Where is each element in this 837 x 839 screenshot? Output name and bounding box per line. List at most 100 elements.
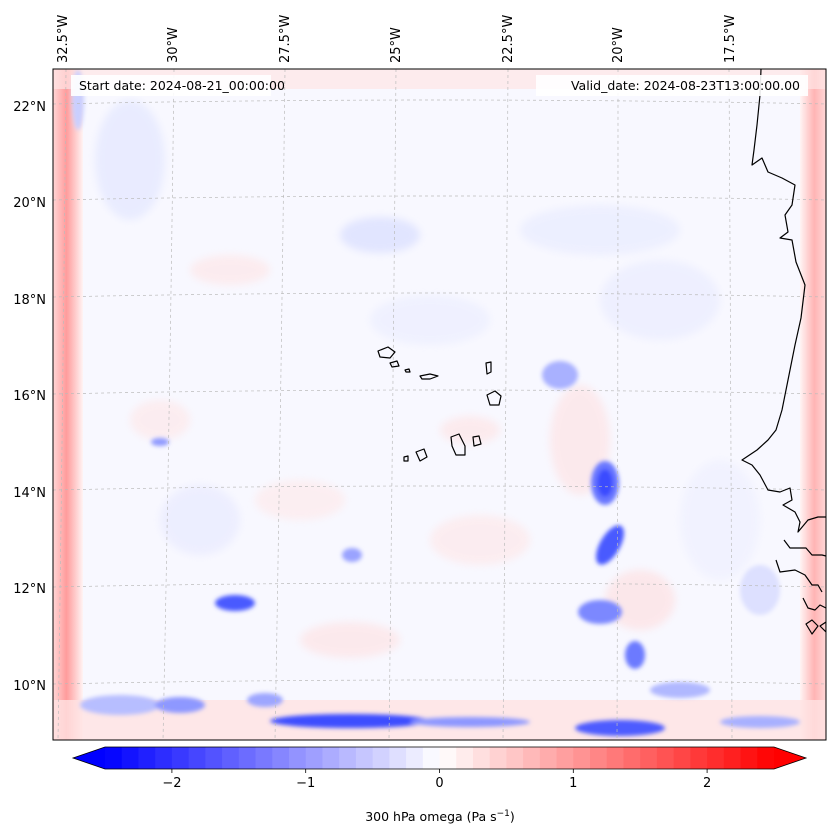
island-fogo — [415, 448, 428, 462]
colorbar-outline — [71, 746, 808, 770]
colorbar-cell — [339, 747, 357, 769]
latitude-labels: 22°N 20°N 18°N 16°N 14°N 12°N 10°N — [13, 100, 46, 694]
lat-label: 10°N — [13, 679, 46, 694]
guinea-bissau-coast — [802, 597, 826, 611]
colorbar-cell — [439, 747, 457, 769]
lon-label: 17.5°W — [723, 15, 738, 63]
lat-label: 16°N — [13, 389, 46, 404]
bijagos-islands — [805, 619, 826, 635]
colorbar-cell — [590, 747, 608, 769]
gambia-coast — [783, 539, 826, 557]
colorbar-cell — [606, 747, 625, 769]
lat-label: 22°N — [13, 100, 46, 115]
colorbar-cell — [656, 747, 675, 769]
island-sao-vicente — [389, 360, 400, 368]
colorbar-cells — [105, 747, 775, 769]
colorbar-cell — [690, 747, 708, 769]
colorbar-cell — [155, 747, 173, 769]
map-panel: Start date: 2024-08-21_00:00:00 Valid_da… — [53, 69, 826, 740]
parallel — [53, 485, 826, 491]
colorbar-tick-label: −2 — [162, 776, 181, 791]
colorbar-cell — [707, 747, 725, 769]
colorbar-cell — [305, 747, 324, 769]
lon-label: 32.5°W — [56, 15, 71, 63]
colorbar-cell — [188, 747, 206, 769]
colorbar-cell — [489, 747, 508, 769]
colorbar-cell — [238, 747, 257, 769]
colorbar-cell — [623, 747, 641, 769]
lat-label: 18°N — [13, 293, 46, 308]
colorbar-cell — [322, 747, 340, 769]
senegal-lower-coast — [775, 559, 823, 593]
lon-label: 22.5°W — [501, 15, 516, 63]
colorbar-cell — [523, 747, 541, 769]
colorbar-tick-label: 0 — [435, 776, 443, 791]
colorbar-tick-label: 2 — [703, 776, 711, 791]
island-santiago — [450, 433, 466, 456]
african-coastline — [741, 69, 826, 533]
island-boa-vista — [486, 390, 502, 406]
colorbar-cell — [640, 747, 658, 769]
colorbar-cell — [171, 747, 190, 769]
parallel — [53, 99, 826, 105]
island-sal — [485, 361, 492, 375]
graticule — [53, 69, 826, 740]
valid-date-box — [536, 75, 808, 96]
colorbar-cell — [740, 747, 758, 769]
colorbar-cell — [723, 747, 742, 769]
colorbar-ticks: −2 −1 0 1 2 — [162, 769, 711, 791]
colorbar-cell — [472, 747, 491, 769]
colorbar-cell — [138, 747, 156, 769]
lon-label: 25°W — [389, 27, 404, 63]
colorbar-cell — [355, 747, 374, 769]
colorbar-cell — [573, 747, 591, 769]
parallel — [53, 292, 826, 298]
colorbar-cell — [105, 747, 123, 769]
lat-label: 20°N — [13, 196, 46, 211]
start-date-label: Start date: 2024-08-21_00:00:00 — [79, 78, 285, 93]
colorbar-cell — [272, 747, 290, 769]
lat-label: 12°N — [13, 582, 46, 597]
colorbar-cell — [757, 747, 775, 769]
colorbar-cell — [255, 747, 273, 769]
colorbar-cell — [288, 747, 307, 769]
colorbar-tick-label: −1 — [296, 776, 315, 791]
right-boundary-zone — [800, 69, 826, 740]
colorbar-cell — [121, 747, 140, 769]
parallel — [53, 389, 826, 395]
colorbar-extend-min — [73, 747, 105, 769]
parallel — [53, 582, 826, 588]
colorbar-cell — [506, 747, 524, 769]
lat-label: 14°N — [13, 486, 46, 501]
map-background — [53, 69, 826, 740]
island-santa-luzia — [404, 368, 411, 373]
colorbar: −2 −1 0 1 2 300 hPa omega (Pa s−1) — [71, 746, 808, 824]
longitude-labels: 32.5°W 30°W 27.5°W 25°W 22.5°W 20°W 17.5… — [56, 15, 738, 63]
map-frame — [52, 68, 827, 741]
lon-label: 27.5°W — [278, 15, 293, 63]
colorbar-label: 300 hPa omega (Pa s−1) — [365, 809, 515, 824]
colorbar-cell — [205, 747, 223, 769]
colorbar-cell — [556, 747, 574, 769]
colorbar-cell — [372, 747, 390, 769]
colorbar-cell — [539, 747, 558, 769]
island-sao-nicolau — [419, 373, 439, 380]
lon-label: 20°W — [611, 27, 626, 63]
parallel — [53, 679, 826, 685]
island-brava — [403, 455, 409, 462]
coastlines — [377, 69, 826, 635]
colorbar-cell — [673, 747, 691, 769]
colorbar-tick-label: 1 — [569, 776, 577, 791]
left-boundary-zone — [53, 69, 83, 740]
colorbar-cell — [406, 747, 424, 769]
colorbar-cell — [222, 747, 240, 769]
colorbar-cell — [422, 747, 441, 769]
colorbar-extend-max — [774, 747, 806, 769]
start-date-box — [71, 75, 271, 96]
island-santo-antao — [377, 346, 396, 359]
parallel — [53, 195, 826, 201]
island-maio — [472, 435, 482, 447]
colorbar-cell — [389, 747, 407, 769]
colorbar-cell — [456, 747, 474, 769]
